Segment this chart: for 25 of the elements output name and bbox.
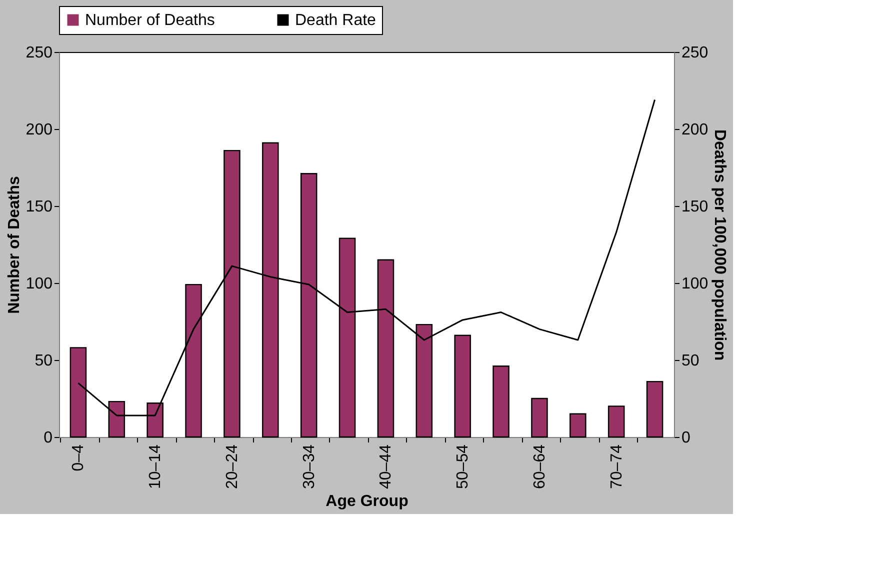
y-tick-label: 50 [34,352,53,370]
y2-tick-label: 150 [682,198,708,216]
x-tick-label: 0–4 [70,444,88,472]
y2-axis-title: Deaths per 100,000 population [711,129,728,361]
x-tick-label: 10–14 [147,444,164,489]
y-tick-label: 250 [26,44,53,62]
x-tick-label: 50–54 [454,444,472,489]
y-tick-label: 0 [44,430,53,446]
y2-tick-label: 250 [682,44,708,62]
x-tick-label: 30–34 [300,444,318,489]
y2-tick-label: 50 [682,352,700,370]
x-tick-label: 40–44 [378,444,395,489]
legend-label: Number of Deaths [85,12,215,29]
x-tick-label: 70–74 [608,444,626,489]
x-tick-label: 60–64 [531,444,548,489]
y-tick-label: 100 [26,276,53,292]
y2-tick-label: 0 [682,430,690,446]
y2-tick-label: 100 [682,276,708,292]
y-tick-label: 200 [26,122,53,138]
y2-tick-label: 200 [682,122,708,138]
x-axis-title: Age Group [326,492,409,510]
y-axis-title: Number of Deaths [6,176,23,314]
y-tick-label: 150 [26,198,53,216]
legend-label: Death Rate [295,12,376,29]
x-tick-label: 20–24 [224,444,241,489]
